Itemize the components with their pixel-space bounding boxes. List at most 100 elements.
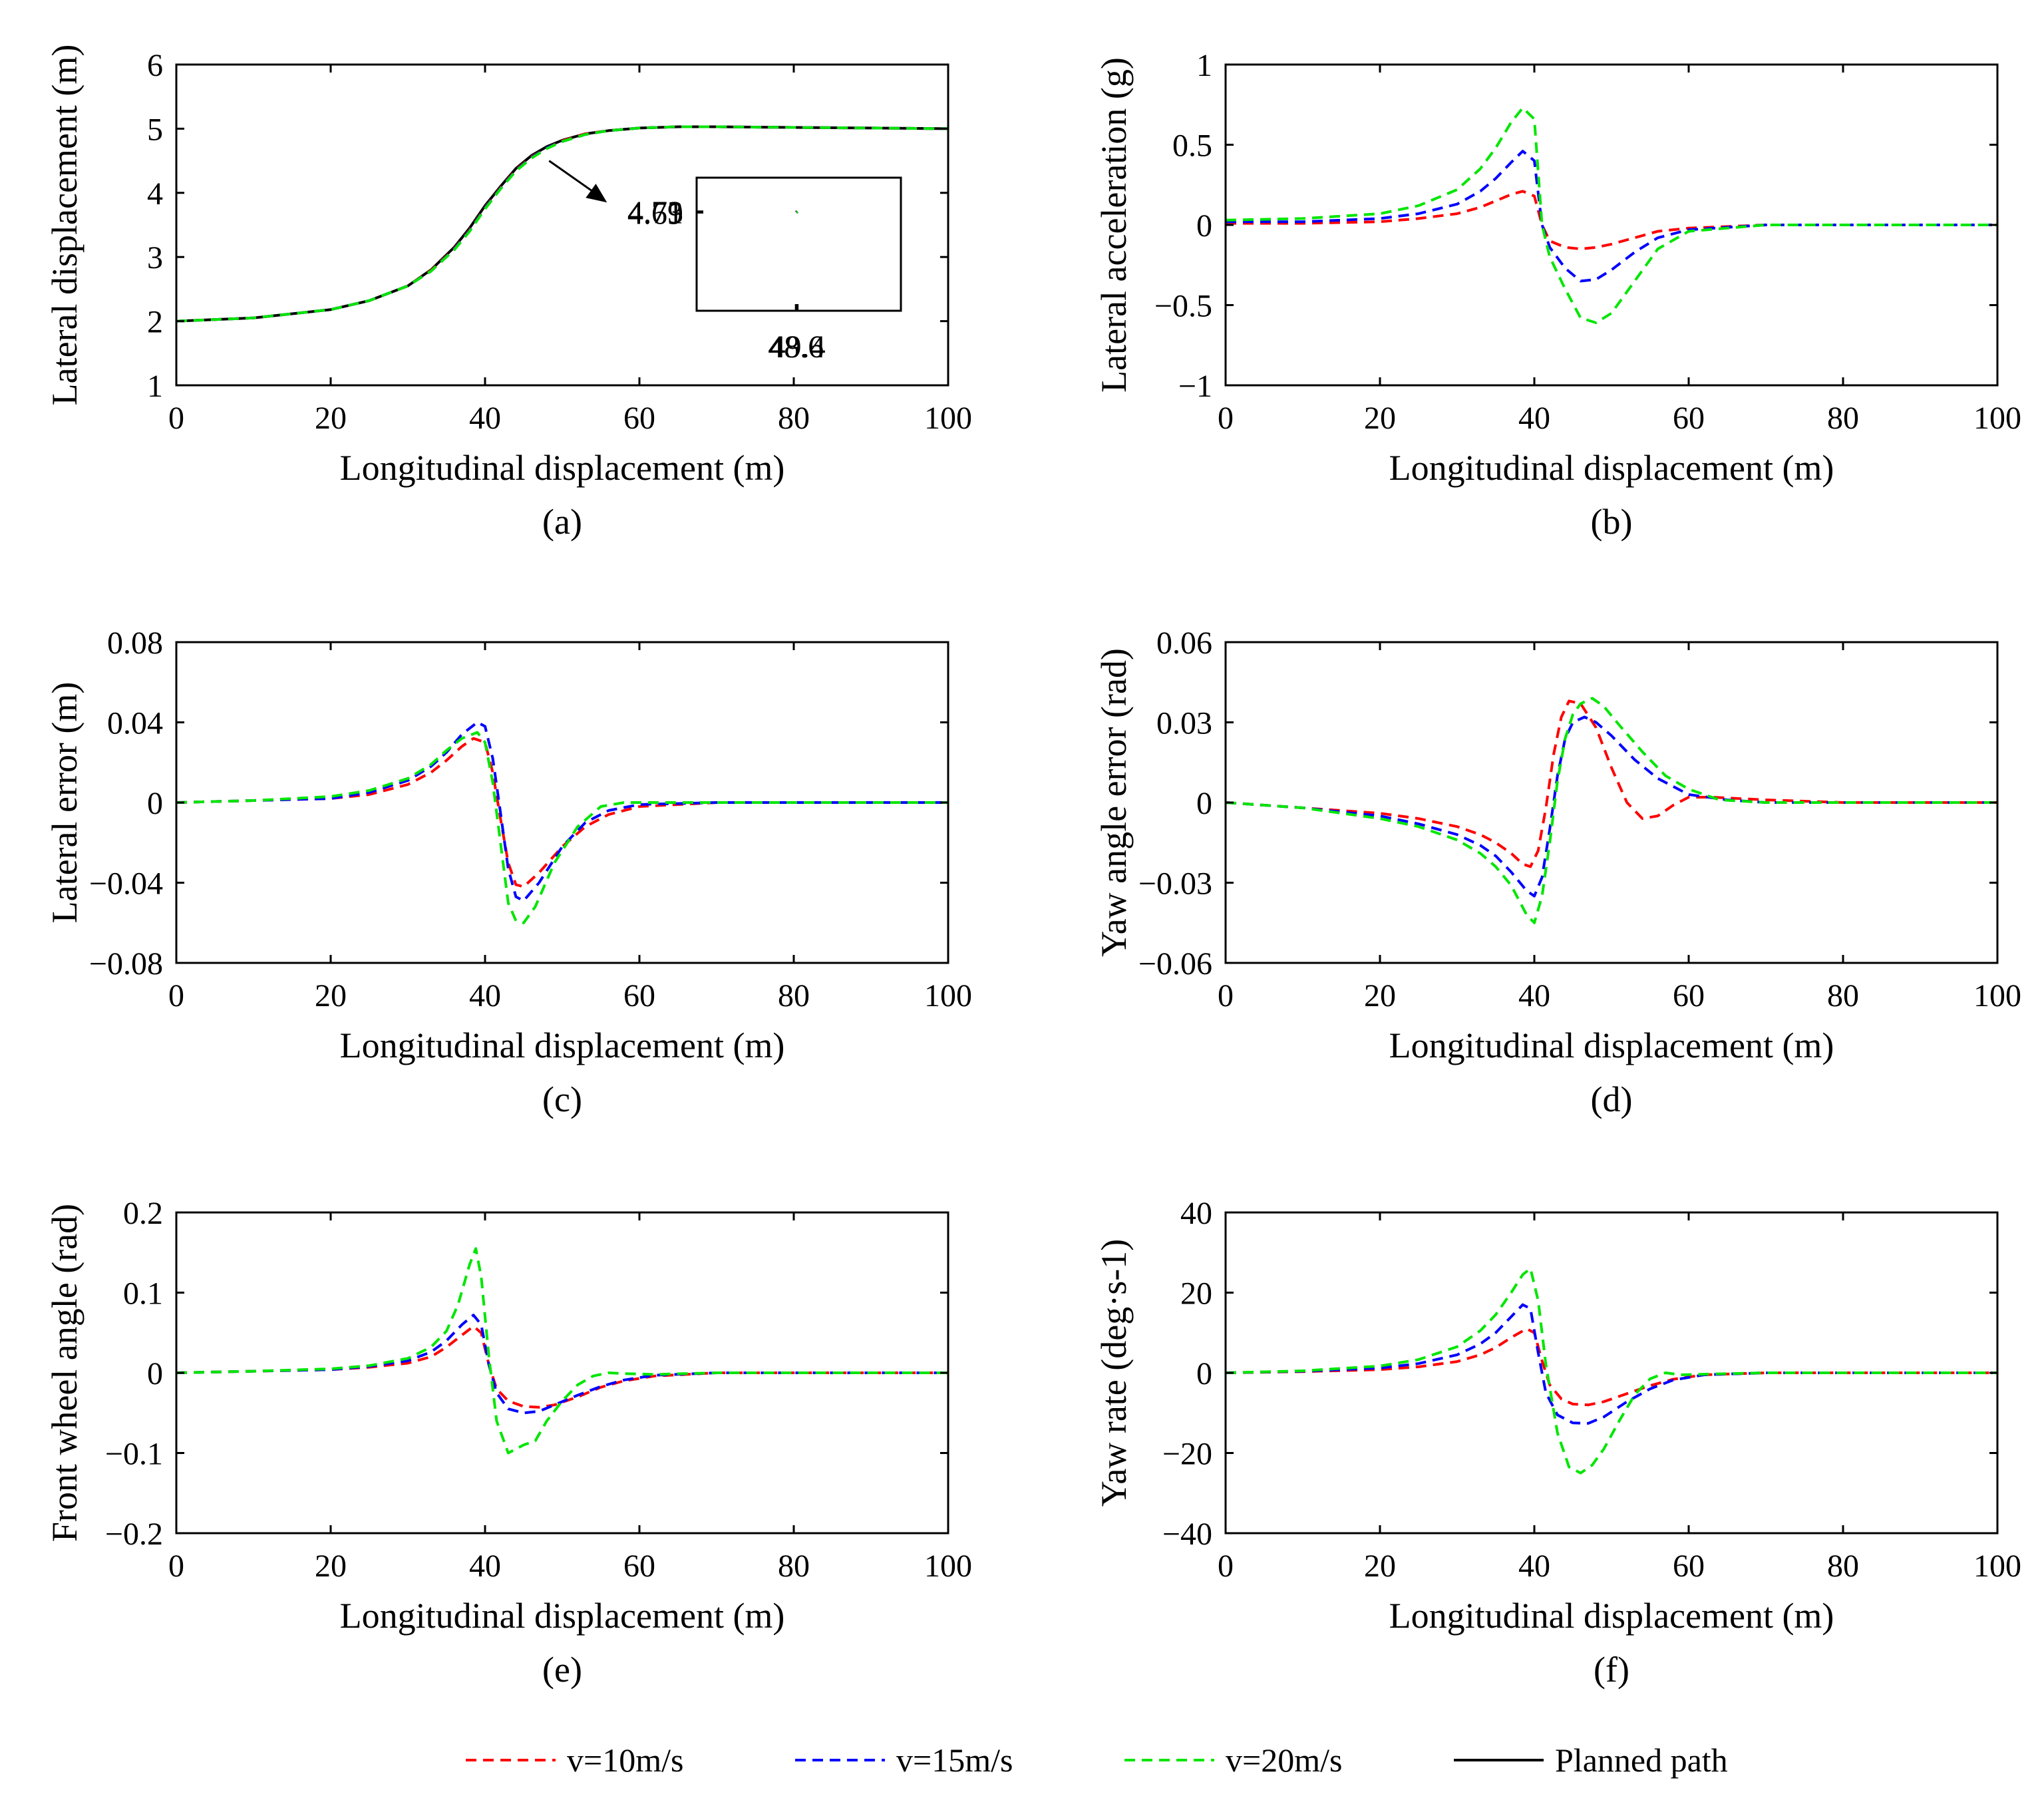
panel-d-x-axis-label: Longitudinal displacement (m) (1389, 1025, 1834, 1065)
inset-x-tick-label: 48.6 (768, 329, 824, 365)
panel-d-y-tick-label: 0 (1196, 786, 1212, 821)
panel-f-y-tick-label: 0 (1196, 1356, 1212, 1391)
panel-f-x-tick-label: 80 (1827, 1548, 1859, 1584)
inset-y-tick-label: 4.73 (627, 195, 683, 230)
legend-label-v-20m-s: v=20m/s (1226, 1741, 1342, 1779)
panel-e-y-tick-label: 0 (147, 1356, 163, 1391)
inset-y-tick-label: 4.69 (627, 196, 683, 231)
panel-d-series-v-15m-s-line (1226, 715, 1997, 898)
panel-a-x-axis-label: Longitudinal displacement (m) (340, 448, 785, 488)
panel-d-yaw-angle-error-chart: 0 20 40 60 80 100 −0.06 −0.03 0 0.03 0.06 Longitudi… (1094, 626, 2021, 1119)
panel-f-x-tick-label: 40 (1518, 1548, 1550, 1584)
panel-a-y-tick-label: 2 (147, 305, 163, 340)
zoom-arrow-line (548, 160, 600, 197)
panel-d-y-axis-label: Yaw angle error (rad) (1094, 648, 1134, 957)
panel-f-series-v-10m-s-line (1226, 1327, 1997, 1407)
panel-f-y-axis-label: Yaw rate (deg·s-1) (1094, 1239, 1134, 1507)
panel-a-x-tick-label: 0 (168, 401, 184, 436)
panel-e-x-tick-label: 60 (623, 1548, 655, 1584)
panel-a-caption: (a) (542, 502, 582, 542)
inset-y-tick-label: 4.71 (627, 196, 683, 231)
panel-c-caption: (c) (542, 1079, 582, 1119)
panel-b-x-tick-label: 100 (1973, 401, 2021, 436)
panel-b-axes-frame (1224, 63, 1999, 387)
panel-d-series-v-20m-s-line (1226, 697, 1997, 924)
panel-f-x-tick-label: 20 (1364, 1548, 1396, 1584)
panel-c-y-axis-label: Lateral error (m) (45, 682, 85, 924)
panel-b-x-tick-label: 20 (1364, 401, 1396, 436)
panel-f-caption: (f) (1594, 1650, 1629, 1690)
panel-a-y-tick-label: 3 (147, 240, 163, 275)
panel-d-x-tick-label: 40 (1518, 978, 1550, 1013)
panel-b-x-tick-label: 40 (1518, 401, 1550, 436)
panel-c-axes-frame (175, 641, 949, 964)
figure-legend: v=10m/s v=15m/s v=20m/s Planned path (466, 1741, 1728, 1779)
panel-f-series-v-20m-s-line (1226, 1267, 1997, 1475)
panel-b-y-tick-label: 1 (1196, 48, 1212, 83)
panel-e-y-tick-label: 0.2 (123, 1196, 163, 1231)
panel-f-x-axis-label: Longitudinal displacement (m) (1389, 1596, 1834, 1636)
panel-c-series-v-10m-s-line (176, 737, 948, 888)
zoom-arrow-head (586, 184, 607, 203)
panel-b-lateral-acceleration-chart: 0 20 40 60 80 100 −1 −0.5 0 0.5 1 Longitudinal disp… (1094, 48, 2021, 542)
legend-label-v-10m-s: v=10m/s (567, 1741, 683, 1779)
panel-d-axes-frame (1224, 641, 1999, 964)
panel-c-y-tick-label: −0.08 (89, 946, 163, 982)
inset-x-tick-label: 49.4 (770, 329, 826, 365)
panel-b-x-tick-label: 80 (1827, 401, 1859, 436)
panel-e-x-tick-label: 20 (315, 1548, 347, 1584)
panel-e-axes-frame (175, 1211, 949, 1535)
panel-d-y-tick-label: 0.03 (1156, 706, 1212, 741)
panel-b-x-tick-label: 60 (1673, 401, 1705, 436)
panel-e-x-tick-label: 0 (168, 1548, 184, 1584)
panel-c-y-tick-label: 0 (147, 786, 163, 821)
panel-f-plot-area (1226, 1212, 1997, 1533)
panel-e-y-tick-label: −0.2 (105, 1517, 163, 1552)
panel-b-y-tick-label: −1 (1178, 369, 1212, 404)
panel-c-x-tick-label: 100 (924, 978, 972, 1013)
panel-c-x-tick-label: 20 (315, 978, 347, 1013)
panel-a-x-tick-label: 40 (469, 401, 501, 436)
panel-b-y-tick-label: 0.5 (1172, 128, 1212, 164)
panel-e-series-v-20m-s-line (176, 1247, 948, 1455)
panel-f-x-tick-label: 100 (1973, 1548, 2021, 1584)
panel-c-series-v-15m-s-line (176, 721, 948, 902)
panel-a-y-tick-label: 1 (147, 369, 163, 404)
panel-a-series-v-20m-s-line (176, 125, 948, 323)
panel-e-y-axis-label: Front wheel angle (rad) (45, 1204, 85, 1542)
panel-d-x-tick-label: 0 (1218, 978, 1234, 1013)
panel-b-series-v-20m-s-line (1226, 106, 1997, 324)
panel-e-x-tick-label: 40 (469, 1548, 501, 1584)
panel-e-y-tick-label: 0.1 (123, 1276, 163, 1312)
panel-d-y-tick-label: 0.06 (1156, 626, 1212, 661)
panel-f-x-tick-label: 0 (1218, 1548, 1234, 1584)
panel-c-x-tick-label: 60 (623, 978, 655, 1013)
panel-a-x-tick-label: 80 (778, 401, 810, 436)
panel-a-x-tick-label: 20 (315, 401, 347, 436)
panel-c-y-tick-label: −0.04 (89, 866, 163, 902)
panel-f-y-tick-label: −40 (1162, 1517, 1212, 1552)
panel-f-x-tick-label: 60 (1673, 1548, 1705, 1584)
panel-d-x-tick-label: 60 (1673, 978, 1705, 1013)
panel-c-y-tick-label: 0.04 (107, 706, 163, 741)
panel-a-y-tick-label: 6 (147, 48, 163, 83)
panel-f-series-v-15m-s-line (1226, 1303, 1997, 1425)
panel-a-lateral-displacement-chart: 0 20 40 60 80 100 1 2 3 4 5 6 Longitudinal displacem… (45, 45, 972, 542)
panel-e-x-tick-label: 100 (924, 1548, 972, 1584)
panel-c-x-tick-label: 40 (469, 978, 501, 1013)
panel-f-axes-frame (1224, 1211, 1999, 1535)
panel-b-y-tick-label: −0.5 (1154, 289, 1212, 324)
panel-d-x-tick-label: 100 (1973, 978, 2021, 1013)
panel-f-y-tick-label: −20 (1162, 1437, 1212, 1472)
panel-d-y-tick-label: −0.06 (1138, 946, 1212, 982)
panel-e-y-tick-label: −0.1 (105, 1437, 163, 1472)
panel-c-lateral-error-chart: 0 20 40 60 80 100 −0.08 −0.04 0 0.04 0.08 Longitudi… (45, 626, 972, 1119)
legend-label-v-15m-s: v=15m/s (896, 1741, 1013, 1779)
panel-d-x-tick-label: 80 (1827, 978, 1859, 1013)
panel-d-caption: (d) (1591, 1079, 1633, 1119)
legend-label-planned-path: Planned path (1555, 1741, 1728, 1779)
panel-b-x-tick-label: 0 (1218, 401, 1234, 436)
panel-f-y-tick-label: 40 (1180, 1196, 1212, 1231)
panel-c-x-tick-label: 80 (778, 978, 810, 1013)
